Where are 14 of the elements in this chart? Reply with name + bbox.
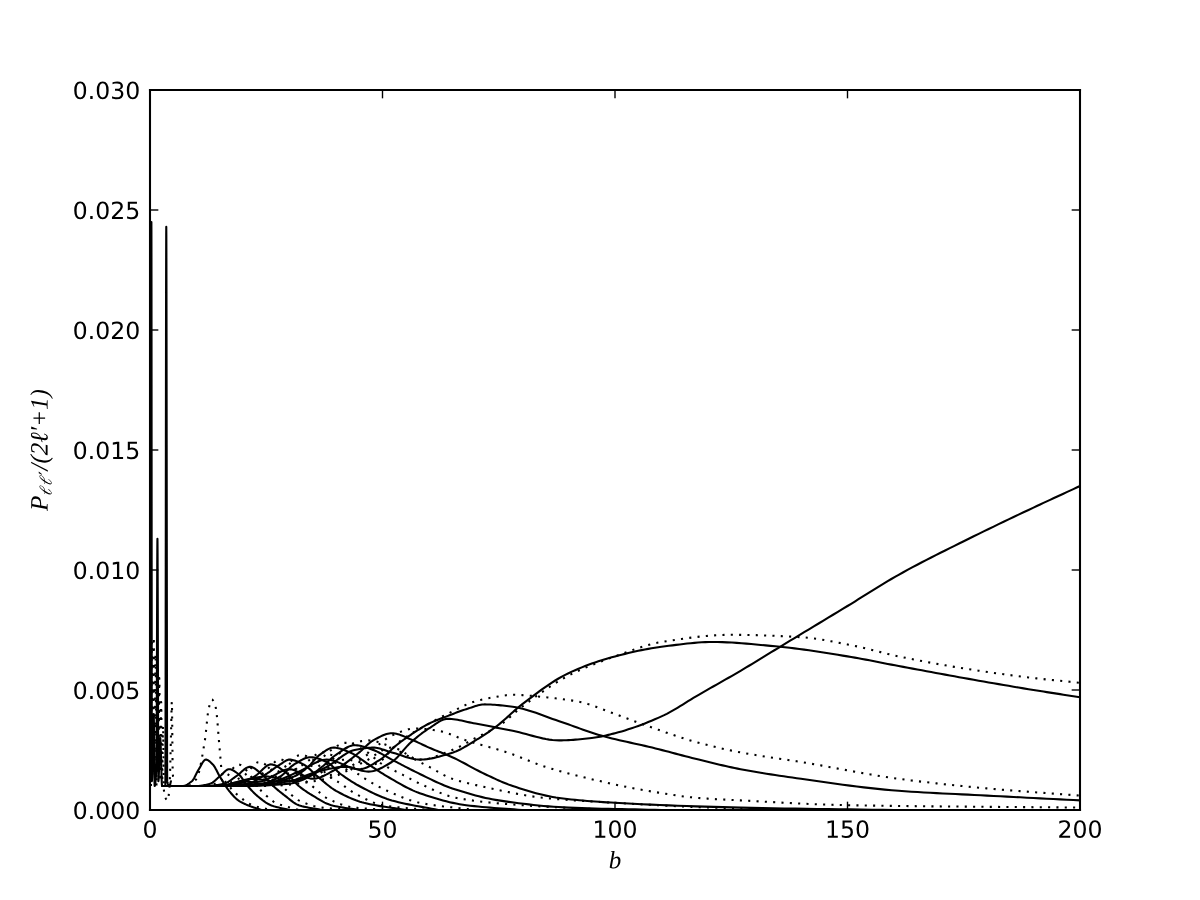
x-tick-label: 50 (369, 820, 396, 838)
y-tick-label: 0.015 (74, 441, 139, 460)
x-tick-label: 100 (595, 820, 636, 838)
x-tick-label: 200 (1059, 820, 1101, 838)
y-tick-label: 0.000 (74, 801, 139, 820)
x-axis-title: b (609, 850, 621, 869)
x-tick-label: 150 (827, 820, 869, 838)
y-tick-label: 0.010 (74, 561, 139, 580)
y-tick-label: 0.030 (74, 81, 139, 100)
y-axis-title: P$_{ℓℓ′}$/(2ℓ′+1) (30, 389, 53, 512)
x-tick-label: 0 (144, 820, 156, 838)
y-tick-label: 0.025 (74, 201, 139, 220)
y-tick-label: 0.005 (74, 681, 139, 700)
y-tick-label: 0.020 (74, 321, 139, 340)
